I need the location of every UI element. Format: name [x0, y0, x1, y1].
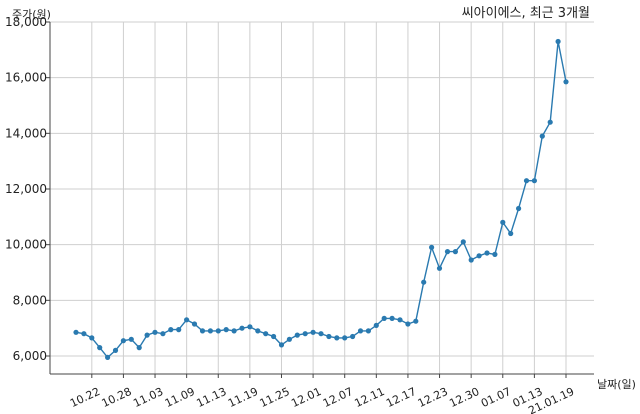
y-tick-label: 16,000	[5, 71, 47, 85]
x-tick-label: 10.22	[68, 385, 102, 410]
x-tick-label: 12.23	[416, 385, 450, 410]
data-point	[231, 328, 237, 334]
data-point	[436, 265, 443, 271]
data-point	[144, 332, 150, 338]
data-point	[460, 239, 466, 245]
y-tick-label: 8,000	[13, 293, 47, 307]
x-tick-label: 12.01	[289, 385, 323, 410]
data-point	[247, 324, 253, 330]
data-point	[81, 331, 87, 337]
x-axis-label: 날짜(일)	[597, 377, 636, 391]
data-point	[555, 38, 561, 45]
data-point	[397, 317, 403, 323]
x-tick-label: 11.25	[258, 385, 292, 410]
data-point	[508, 230, 514, 237]
data-point	[271, 333, 277, 340]
data-point	[547, 119, 553, 125]
data-point	[120, 338, 126, 344]
data-point	[389, 315, 395, 321]
data-point	[405, 321, 411, 327]
data-point	[302, 331, 308, 337]
data-point	[176, 327, 182, 333]
price-series	[73, 38, 569, 360]
y-tick-label: 18,000	[5, 15, 47, 29]
chart-title: 씨아이에스, 최근 3개월	[462, 6, 590, 21]
data-point	[350, 333, 356, 340]
data-point	[539, 133, 545, 139]
data-point	[365, 328, 371, 334]
data-point	[184, 317, 190, 323]
data-point	[191, 321, 198, 327]
data-point	[484, 250, 490, 256]
data-point	[168, 327, 174, 333]
data-point	[429, 244, 435, 250]
data-point	[286, 336, 292, 342]
data-point	[444, 249, 451, 255]
data-point	[263, 331, 269, 337]
x-tick-label: 11.13	[194, 385, 228, 410]
data-point	[105, 354, 111, 360]
y-tick-label: 6,000	[13, 349, 47, 363]
x-tick-label: 11.09	[163, 385, 197, 410]
x-tick-label: 11.03	[131, 385, 165, 410]
data-point	[278, 342, 285, 348]
data-point	[373, 322, 379, 328]
axes	[49, 22, 594, 375]
x-tick-label: 12.17	[384, 385, 418, 410]
x-tick-labels: 10.2210.2811.0311.0911.1311.1911.2512.01…	[68, 385, 576, 414]
data-point	[326, 333, 332, 340]
data-point	[476, 253, 482, 259]
x-tick-label: 12.07	[321, 385, 355, 410]
y-axis-label: 주가(원)	[12, 8, 51, 21]
data-point	[207, 328, 213, 334]
data-point	[334, 335, 340, 341]
data-point	[452, 249, 458, 255]
data-point	[223, 327, 229, 333]
x-tick-label: 01.07	[479, 385, 513, 410]
x-tick-label: 10.28	[100, 385, 134, 410]
data-point	[152, 329, 158, 335]
data-point	[318, 331, 324, 337]
y-tick-labels: 6,000 8,000 10,000 12,000 14,000 16,000 18,000	[5, 15, 47, 363]
data-point	[421, 279, 427, 285]
data-point	[112, 347, 119, 353]
data-point	[310, 329, 316, 335]
data-point	[413, 318, 419, 324]
data-point	[500, 219, 506, 225]
data-point	[160, 331, 166, 337]
data-point	[128, 336, 134, 342]
data-point	[381, 315, 387, 321]
data-point	[136, 345, 142, 351]
x-tick-label: 12.30	[447, 385, 481, 410]
data-point	[357, 328, 364, 334]
data-point	[97, 345, 103, 351]
data-point	[563, 79, 569, 85]
grid	[46, 21, 594, 378]
data-point	[523, 178, 530, 184]
y-tick-label: 10,000	[5, 238, 47, 252]
data-point	[199, 328, 206, 334]
x-tick-label: 12.11	[353, 385, 387, 410]
x-tick-label: 11.19	[226, 385, 260, 410]
data-point	[73, 329, 79, 335]
data-point	[468, 257, 474, 263]
y-tick-label: 12,000	[5, 182, 47, 196]
data-point	[239, 325, 245, 331]
data-point	[531, 178, 538, 184]
series-line	[75, 41, 567, 359]
data-point	[89, 335, 95, 341]
data-point	[342, 335, 348, 341]
data-point	[492, 251, 498, 257]
data-point	[215, 328, 221, 334]
data-point	[255, 328, 261, 334]
data-point	[294, 332, 300, 338]
y-tick-label: 14,000	[5, 126, 47, 140]
data-point	[516, 205, 522, 212]
